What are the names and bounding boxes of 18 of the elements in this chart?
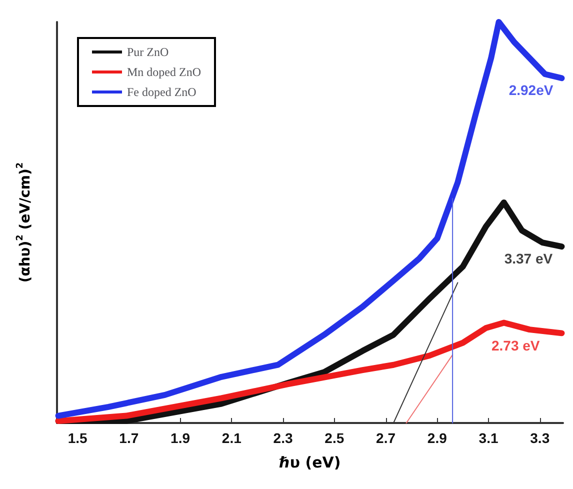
annotation: 2.92eV (508, 82, 554, 98)
x-tick-label: 1.7 (119, 430, 139, 446)
y-axis-title: (αhυ)2 (eV/cm)2 (16, 162, 34, 283)
x-tick-label: 3.3 (530, 430, 550, 446)
x-tick-label: 1.5 (68, 430, 88, 446)
x-tick-label: 3.1 (478, 430, 498, 446)
annotation: 3.37 eV (504, 250, 554, 267)
x-tick-label: 2.7 (376, 430, 396, 446)
x-tick-label: 1.9 (170, 430, 190, 446)
x-tick-label: 2.9 (427, 430, 448, 446)
legend-label: Fe doped ZnO (127, 85, 197, 99)
x-tick-label: 2.1 (222, 430, 242, 446)
legend-label: Mn doped ZnO (127, 65, 202, 79)
x-tick-label: 2.5 (324, 430, 344, 446)
annotation: 2.73 eV (491, 338, 540, 354)
x-axis-title: ℏυ (eV) (279, 454, 341, 472)
legend-label: Pur ZnO (127, 45, 169, 59)
x-tick-label: 2.3 (273, 430, 293, 446)
